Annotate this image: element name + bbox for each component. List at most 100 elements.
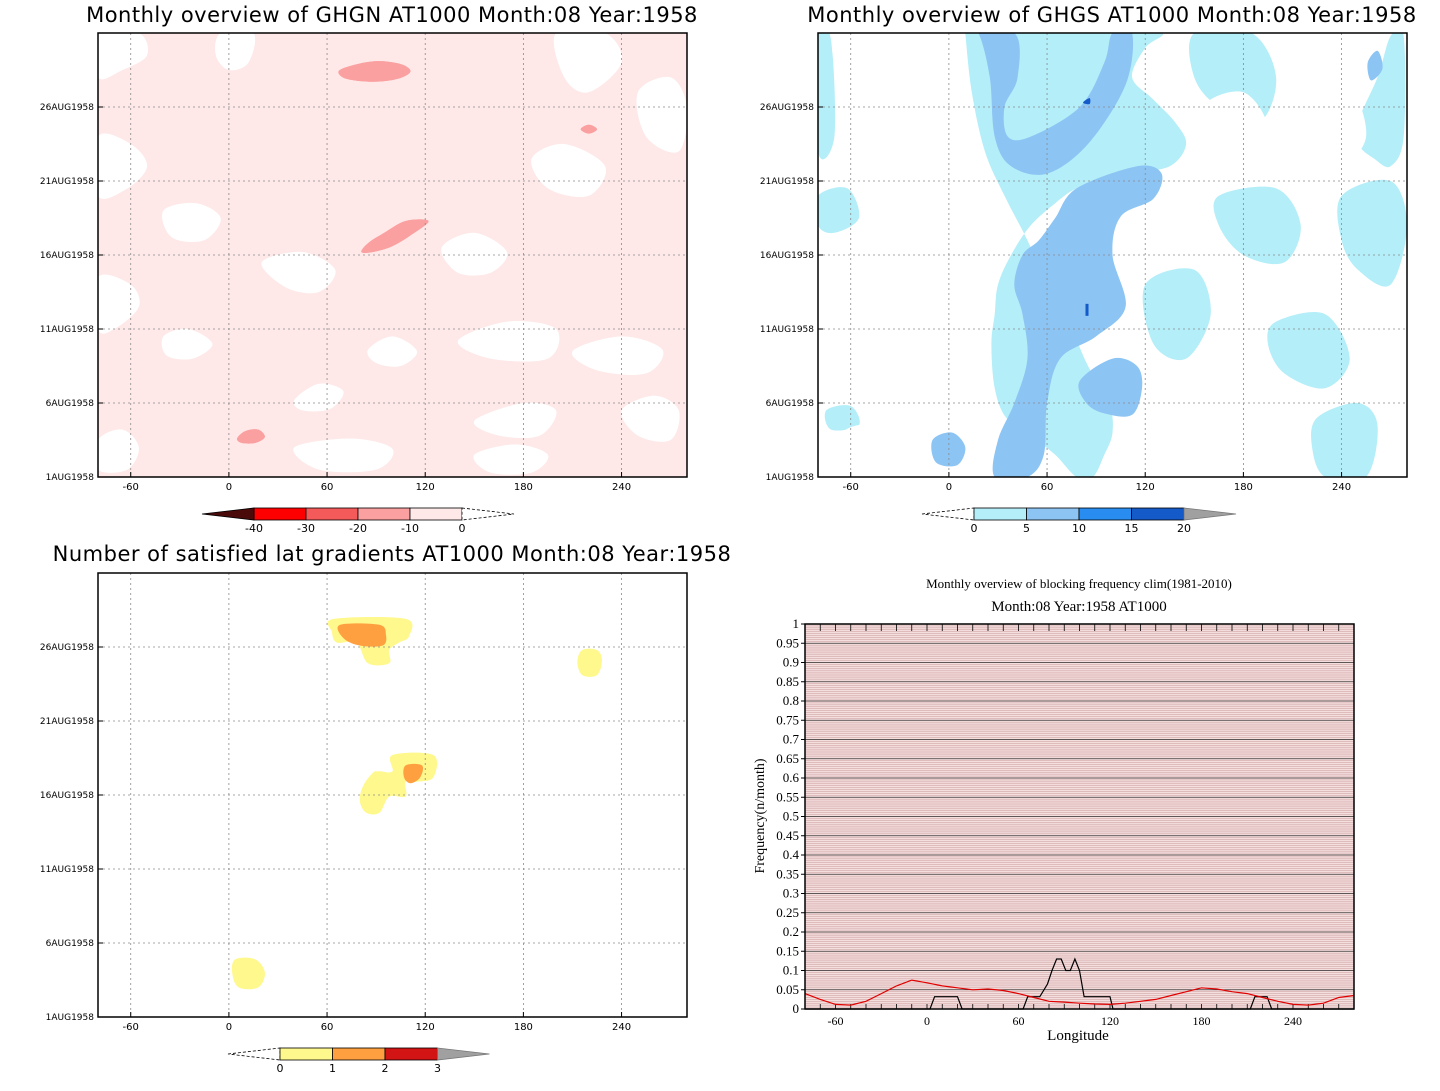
ghgn-positive-region-1 [215, 33, 256, 71]
ghgn-positive-region-17 [293, 438, 394, 473]
blockfreq-panel: Monthly overview of blocking frequency c… [753, 576, 1355, 1044]
latgrad-colorbar: 0 1 2 3 [227, 1047, 490, 1075]
latgrad-cb-swatch-1 [332, 1047, 386, 1061]
ghgn-fields [98, 33, 687, 477]
ghgn-ytick-label-5: 26AUG1958 [40, 103, 94, 113]
blockfreq-ytick-label-14: 0.7 [783, 732, 800, 747]
latgrad-contour-5 [231, 957, 265, 990]
ghgn-positive-region-14 [571, 336, 664, 376]
ghgs-xtick-label-2: 60 [1041, 482, 1054, 493]
ghgn-positive-region-12 [457, 321, 560, 362]
ghgs-cb-label-4: 20 [1177, 522, 1191, 535]
blockfreq-ytick-label-18: 0.9 [783, 655, 799, 670]
ghgn-positive-region-15 [473, 402, 557, 439]
ghgs-gap-0 [831, 33, 900, 93]
blockfreq-ytick-label-12: 0.6 [783, 770, 800, 785]
ghgs-gap-5 [961, 216, 1007, 270]
ghgs-cb-swatch-2 [1078, 507, 1132, 521]
latgrad-fields [231, 616, 602, 990]
blockfreq-ytick-label-17: 0.85 [776, 674, 799, 689]
ghgn-xtick-label-3: 120 [416, 482, 435, 493]
blockfreq-series-1 [804, 979, 1355, 1006]
latgrad-plot-area: -60 0 60 120 180 240 1AUG1958 6AUG1958 11AUG1958… [40, 572, 688, 1033]
ghgn-xtick-label-2: 60 [321, 482, 334, 493]
ghgn-cb-label-0: -40 [245, 522, 263, 535]
ghgn-positive-region-6 [441, 232, 508, 276]
ghgs-fields [818, 33, 1407, 477]
blockfreq-ylabel: Frequency(n/month) [753, 758, 768, 873]
latgrad-cb-label-0: 0 [277, 1062, 284, 1075]
blockfreq-ytick-label-13: 0.65 [776, 751, 799, 766]
ghgn-xtick-label-1: 0 [226, 482, 232, 493]
ghgs-contour-2 [818, 33, 836, 160]
blockfreq-subtitle: Month:08 Year:1958 AT1000 [991, 599, 1166, 615]
ghgs-cb-label-0: 0 [971, 522, 978, 535]
ghgs-cb-right-arrow [1183, 507, 1237, 521]
ghgs-ytick-label-4: 21AUG1958 [760, 177, 814, 187]
blockfreq-ytick-label-1: 0.05 [776, 982, 799, 997]
ghgn-cb-label-2: -20 [349, 522, 367, 535]
ghgs-gap-2 [847, 253, 925, 316]
latgrad-panel: Number of satisfied lat gradients AT1000… [40, 542, 731, 1075]
ghgn-ytick-label-1: 6AUG1958 [46, 399, 95, 409]
ghgs-light-region-1 [1213, 186, 1301, 265]
ghgn-xtick-label-0: -60 [123, 482, 139, 493]
ghgs-xtick-label-5: 240 [1332, 482, 1351, 493]
latgrad-contour-1 [337, 623, 387, 647]
blockfreq-xtick-label-2: 60 [1013, 1014, 1025, 1028]
latgrad-ytick-label-3: 16AUG1958 [40, 791, 94, 801]
ghgs-panel: Monthly overview of GHGS AT1000 Month:08… [760, 3, 1416, 535]
ghgs-gap-4 [838, 424, 892, 474]
ghgs-light-region-6 [1311, 402, 1378, 477]
latgrad-cb-swatch-2 [384, 1047, 438, 1061]
ghgs-mid-region-1 [992, 165, 1163, 477]
ghgs-gap-1 [856, 106, 925, 168]
ghgs-cb-label-2: 10 [1072, 522, 1086, 535]
latgrad-cb-label-3: 3 [434, 1062, 441, 1075]
ghgn-positive-region-5 [261, 251, 336, 294]
latgrad-cb-label-1: 1 [329, 1062, 336, 1075]
blockfreq-ytick-label-2: 0.1 [783, 963, 799, 978]
ghgn-positive-region-19 [98, 429, 139, 473]
latgrad-title: Number of satisfied lat gradients AT1000… [53, 542, 732, 566]
ghgs-gap-8 [1209, 387, 1269, 442]
ghgs-cb-swatch-1 [1026, 507, 1080, 521]
ghgs-gap-3 [873, 338, 933, 382]
ghgs-mid-region-4 [1367, 50, 1383, 81]
latgrad-ytick-label-1: 6AUG1958 [46, 939, 95, 949]
latgrad-contour-4 [577, 648, 602, 677]
latgrad-xtick-label-3: 120 [416, 1022, 435, 1033]
ghgs-high-region-0 [1083, 98, 1091, 105]
ghgn-cb-left-arrow [201, 507, 255, 521]
latgrad-contour-3 [403, 763, 424, 784]
blockfreq-ytick-label-7: 0.35 [776, 866, 799, 881]
ghgn-title: Monthly overview of GHGN AT1000 Month:08… [86, 3, 698, 27]
ghgs-gap-7 [1298, 90, 1367, 169]
ghgn-positive-region-10 [161, 328, 213, 360]
ghgs-plot-area: -60 0 60 120 180 240 1AUG1958 6AUG1958 11AUG1958… [760, 32, 1408, 493]
ghgs-light-region-2 [1267, 312, 1350, 389]
blockfreq-ytick-label-3: 0.15 [776, 943, 799, 958]
ghgn-xtick-label-5: 240 [612, 482, 631, 493]
ghgn-positive-region-0 [98, 33, 149, 80]
blockfreq-plot-area: 0 0.05 0.1 0.15 0.2 0.25 0.3 0.35 0.4 0.45 0.5 0.55… [776, 616, 1355, 1028]
ghgs-ytick-label-1: 6AUG1958 [766, 399, 815, 409]
latgrad-cb-swatch-0 [279, 1047, 333, 1061]
ghgs-cb-left-arrow [921, 507, 975, 521]
ghgn-cb-swatch-2 [305, 507, 359, 521]
latgrad-xtick-label-0: -60 [123, 1022, 139, 1033]
latgrad-ytick-label-2: 11AUG1958 [40, 865, 94, 875]
ghgs-cb-label-3: 15 [1125, 522, 1139, 535]
ghgn-positive-region-9 [636, 76, 687, 153]
ghgs-cb-swatch-0 [973, 507, 1027, 521]
ghgn-positive-region-4 [162, 202, 221, 242]
ghgn-neg-contour-2 [237, 429, 265, 444]
ghgn-cb-swatch-4 [409, 507, 463, 521]
ghgn-cb-label-4: 0 [459, 522, 466, 535]
blockfreq-ytick-label-16: 0.8 [783, 693, 799, 708]
ghgn-ytick-label-4: 21AUG1958 [40, 177, 94, 187]
latgrad-cb-left-arrow [227, 1047, 281, 1061]
blockfreq-frame [804, 623, 1355, 1010]
ghgn-cb-swatch-1 [253, 507, 307, 521]
